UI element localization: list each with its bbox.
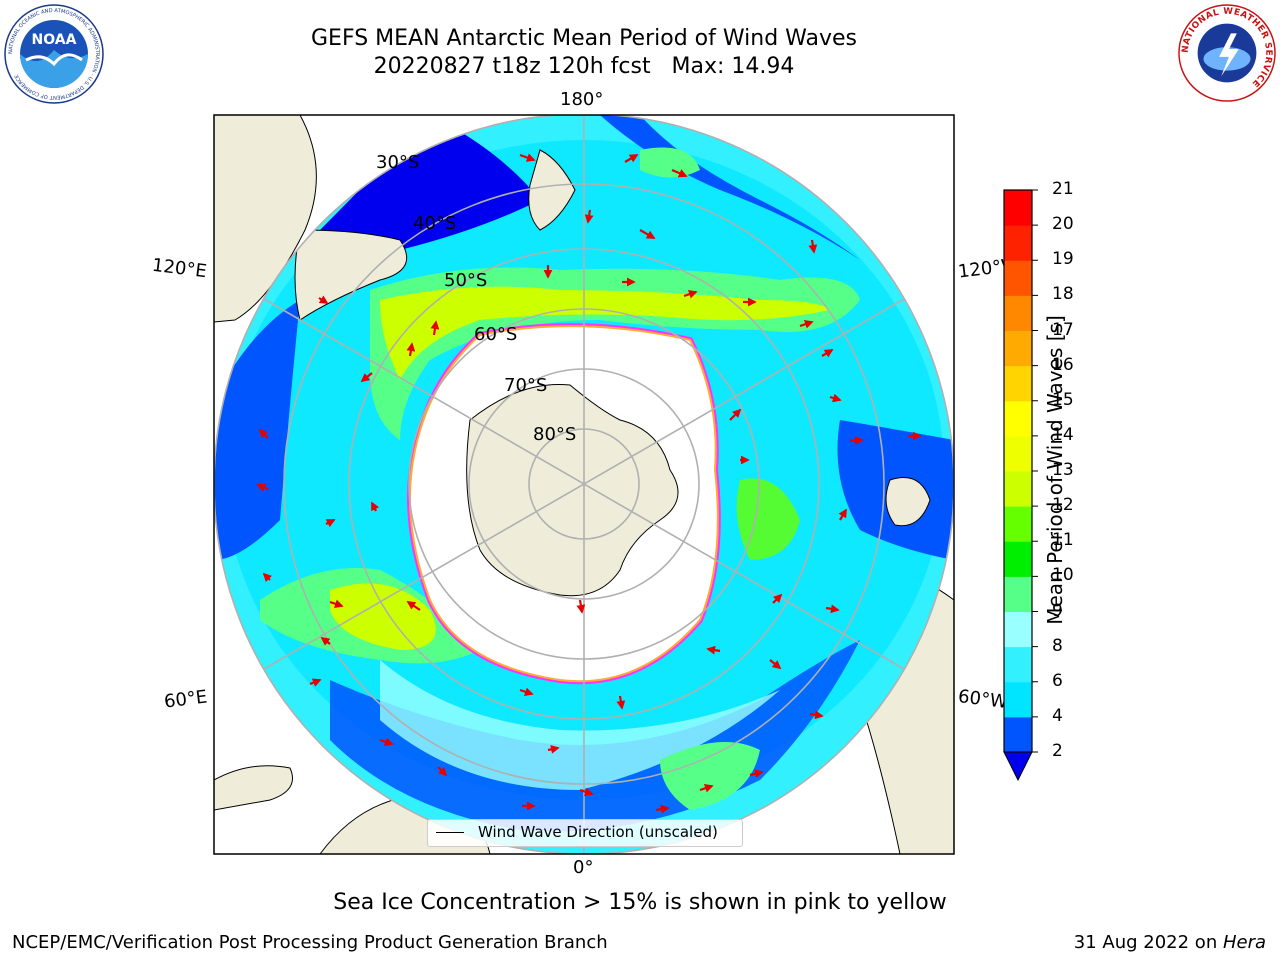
colorbar-tick-label: 18 <box>1052 284 1074 305</box>
colorbar-tick-label: 17 <box>1052 319 1074 340</box>
colorbar-segment <box>1004 471 1032 507</box>
colorbar-segment <box>1004 576 1032 612</box>
colorbar-segment <box>1004 190 1032 226</box>
nws-logo: NATIONAL WEATHER SERVICE <box>1178 4 1276 102</box>
colorbar-tick-label: 6 <box>1052 670 1063 691</box>
colorbar-segment <box>1004 435 1032 472</box>
colorbar-tick-label: 9 <box>1052 600 1063 621</box>
wind-wave-arrows <box>256 153 922 814</box>
colorbar-segment <box>1004 330 1032 367</box>
noaa-logo: NATIONAL OCEANIC AND ATMOSPHERIC ADMINIS… <box>4 4 104 104</box>
colorbar-tick-label: 8 <box>1052 635 1063 656</box>
colorbar-tick-label: 19 <box>1052 249 1074 270</box>
footer-host: Hera <box>1222 932 1266 953</box>
colorbar-segment <box>1004 611 1032 648</box>
colorbar-segment <box>1004 506 1032 542</box>
colorbar-segment <box>1004 365 1032 402</box>
colorbar <box>1003 189 1038 782</box>
lat-label-50s: 50°S <box>444 270 488 291</box>
graticule <box>214 115 954 854</box>
colorbar-title: Mean Period of Wind Waves [s] <box>1043 315 1067 625</box>
colorbar-tick-label: 14 <box>1052 424 1074 445</box>
lon-label-0: 0° <box>573 857 594 878</box>
lat-label-40s: 40°S <box>413 213 457 234</box>
colorbar-tick-label: 15 <box>1052 389 1074 410</box>
colorbar-tick-label: 2 <box>1052 741 1063 761</box>
map-title: GEFS MEAN Antarctic Mean Period of Wind … <box>311 26 857 51</box>
map-legend: Wind Wave Direction (unscaled) <box>427 819 743 847</box>
colorbar-segment <box>1004 541 1032 577</box>
colorbar-tick-label: 11 <box>1052 530 1074 551</box>
colorbar-tick-label: 10 <box>1052 565 1074 586</box>
lon-label-180: 180° <box>560 89 604 110</box>
map-subtitle: 20220827 t18z 120h fcst Max: 14.94 <box>373 54 795 79</box>
lat-label-80s: 80°S <box>533 424 577 445</box>
colorbar-segment <box>1004 716 1032 753</box>
sea-ice-note: Sea Ice Concentration > 15% is shown in … <box>333 890 947 915</box>
colorbar-segment <box>1004 681 1032 718</box>
colorbar-segment <box>1004 646 1032 683</box>
colorbar-segment <box>1004 400 1032 437</box>
colorbar-segment <box>1004 225 1032 261</box>
colorbar-tick-label: 20 <box>1052 214 1074 235</box>
legend-label: Wind Wave Direction (unscaled) <box>478 823 718 841</box>
legend-line-swatch <box>436 832 464 833</box>
lat-label-60s: 60°S <box>474 324 518 345</box>
footer-date-text: 31 Aug 2022 on <box>1073 932 1223 953</box>
lat-label-70s: 70°S <box>504 375 548 396</box>
colorbar-extend-min <box>1003 751 1033 782</box>
colorbar-tick-label: 13 <box>1052 460 1074 480</box>
colorbar-tick-label: 12 <box>1052 495 1074 516</box>
colorbar-tick-label: 16 <box>1052 354 1074 375</box>
lat-label-30s: 30°S <box>376 152 420 173</box>
map-frame <box>213 114 955 855</box>
noaa-logo-text: NOAA <box>32 32 77 48</box>
footer-date: 31 Aug 2022 on Hera <box>1074 932 1266 953</box>
colorbar-tick-label: 4 <box>1052 705 1063 726</box>
colorbar-segment <box>1004 260 1032 296</box>
footer-credit: NCEP/EMC/Verification Post Processing Pr… <box>12 932 608 953</box>
colorbar-tick-label: 21 <box>1052 179 1074 199</box>
colorbar-segment <box>1004 295 1032 331</box>
